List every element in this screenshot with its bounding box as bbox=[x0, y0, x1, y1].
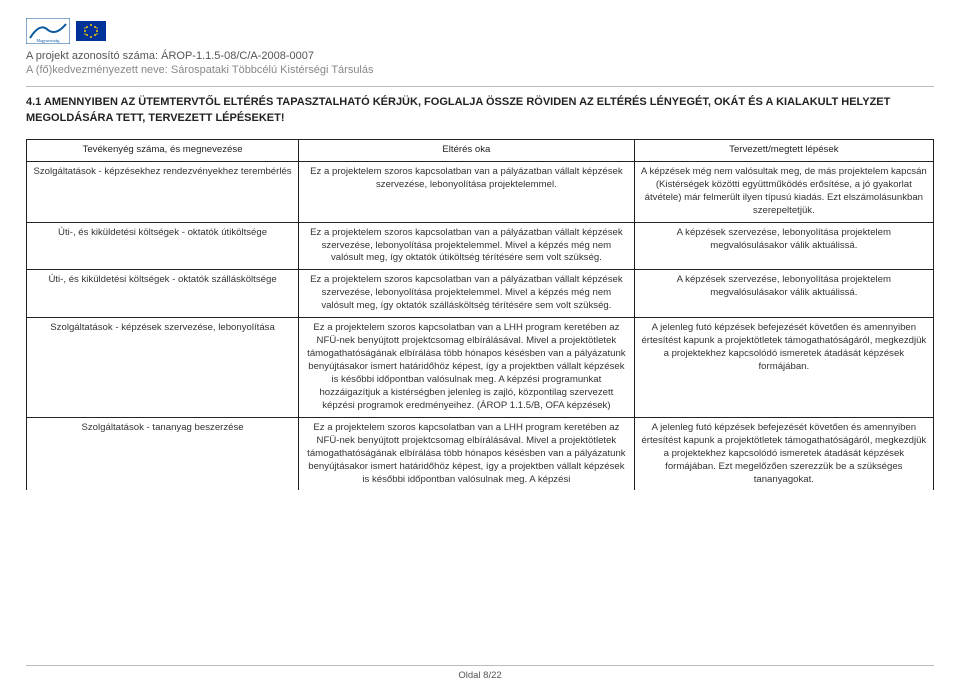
cell-reason: Ez a projektelem szoros kapcsolatban van… bbox=[299, 318, 635, 418]
cell-activity: Szolgáltatások - tananyag beszerzése bbox=[27, 417, 299, 490]
cell-activity: Szolgáltatások - képzések szervezése, le… bbox=[27, 318, 299, 418]
cell-steps: A jelenleg futó képzések befejezését köv… bbox=[634, 417, 933, 490]
beneficiary-line: A (fő)kedvezményezett neve: Sárospataki … bbox=[26, 64, 934, 76]
table-row: Szolgáltatások - képzésekhez rendezvénye… bbox=[27, 161, 934, 222]
cell-steps: A képzések még nem valósultak meg, de má… bbox=[634, 161, 933, 222]
cell-steps: A jelenleg futó képzések befejezését köv… bbox=[634, 318, 933, 418]
cell-reason: Ez a projektelem szoros kapcsolatban van… bbox=[299, 417, 635, 490]
table-header-row: Tevékenyég száma, és megnevezése Eltérés… bbox=[27, 139, 934, 161]
project-id-line: A projekt azonosító száma: ÁROP-1.1.5-08… bbox=[26, 50, 934, 62]
footer-divider bbox=[26, 665, 934, 666]
section-heading: 4.1 AMENNYIBEN AZ ÜTEMTERVTŐL ELTÉRÉS TA… bbox=[26, 95, 934, 127]
page-footer: Oldal 8/22 bbox=[0, 665, 960, 681]
cell-reason: Ez a projektelem szoros kapcsolatban van… bbox=[299, 270, 635, 318]
col-header-steps: Tervezett/megtett lépések bbox=[634, 139, 933, 161]
cell-steps: A képzések szervezése, lebonyolítása pro… bbox=[634, 222, 933, 270]
table-row: Szolgáltatások - képzések szervezése, le… bbox=[27, 318, 934, 418]
page-number: Oldal 8/22 bbox=[458, 670, 501, 681]
table-row: Szolgáltatások - tananyag beszerzése Ez … bbox=[27, 417, 934, 490]
cell-reason: Ez a projektelem szoros kapcsolatban van… bbox=[299, 222, 635, 270]
cell-activity: Úti-, és kiküldetési költségek - oktatók… bbox=[27, 270, 299, 318]
cell-activity: Szolgáltatások - képzésekhez rendezvénye… bbox=[27, 161, 299, 222]
col-header-reason: Eltérés oka bbox=[299, 139, 635, 161]
header-divider bbox=[26, 86, 934, 87]
header-logos: Magyarország bbox=[26, 18, 934, 44]
program-logo-icon: Magyarország bbox=[26, 18, 70, 44]
table-row: Úti-, és kiküldetési költségek - oktatók… bbox=[27, 270, 934, 318]
deviation-table: Tevékenyég száma, és megnevezése Eltérés… bbox=[26, 139, 934, 491]
col-header-activity: Tevékenyég száma, és megnevezése bbox=[27, 139, 299, 161]
table-row: Úti-, és kiküldetési költségek - oktatók… bbox=[27, 222, 934, 270]
cell-reason: Ez a projektelem szoros kapcsolatban van… bbox=[299, 161, 635, 222]
cell-steps: A képzések szervezése, lebonyolítása pro… bbox=[634, 270, 933, 318]
eu-flag-icon bbox=[76, 21, 106, 41]
logo-group: Magyarország bbox=[26, 18, 106, 44]
cell-activity: Úti-, és kiküldetési költségek - oktatók… bbox=[27, 222, 299, 270]
svg-text:Magyarország: Magyarország bbox=[37, 38, 60, 43]
